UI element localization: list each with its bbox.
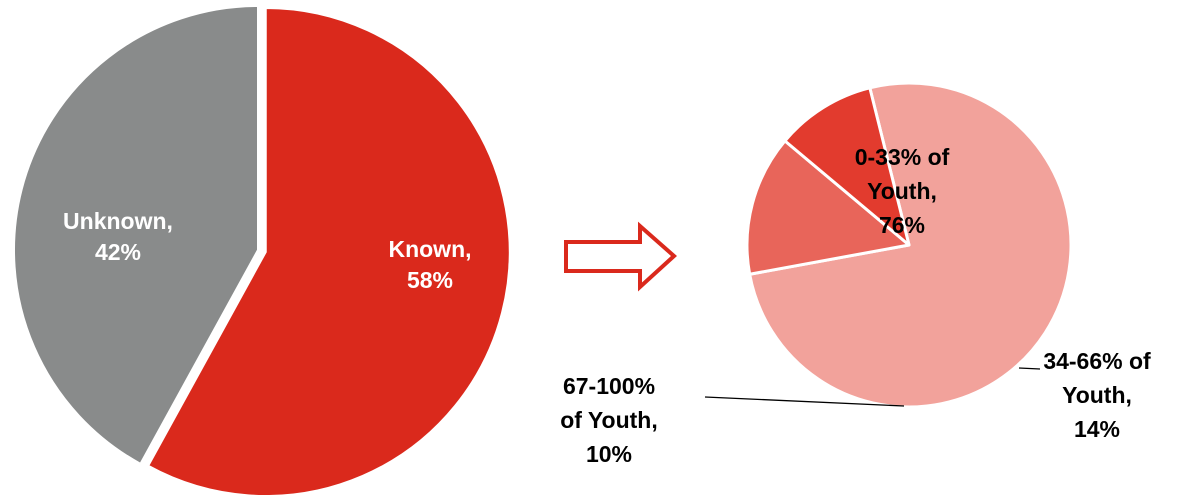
- data-label-67-100pct-of-youth-line: 10%: [586, 441, 632, 467]
- leader-line-34-66pct-of-youth: [1018, 367, 1041, 370]
- data-label-34-66pct-of-youth-line: 14%: [1074, 416, 1120, 442]
- right-arrow-outline-icon: [564, 221, 677, 292]
- right-arrow-outline-shape: [564, 221, 677, 292]
- data-label-0-33pct-of-youth-line: 76%: [879, 212, 925, 238]
- data-label-known: Known, 58%: [388, 236, 471, 293]
- data-label-67-100pct-of-youth-line: of Youth,: [560, 407, 658, 433]
- known-unknown-pie: Known, 58% Unknown, 42%: [13, 4, 511, 497]
- youth-share-breakdown-pie: 0-33% of Youth, 76% 34-66% of Youth, 14% 67-10…: [560, 81, 1151, 467]
- leader-line-67-100pct-of-youth: [704, 396, 905, 407]
- data-label-known-line: 58%: [407, 267, 453, 293]
- data-label-34-66pct-of-youth: 34-66% of Youth, 14%: [1043, 348, 1151, 442]
- data-label-unknown-line: Unknown,: [63, 208, 173, 234]
- slice-67-100pct-of-youth: [783, 86, 911, 247]
- data-label-0-33pct-of-youth: 0-33% of Youth, 76%: [855, 144, 950, 238]
- data-label-34-66pct-of-youth-line: Youth,: [1062, 382, 1132, 408]
- data-label-0-33pct-of-youth-line: Youth,: [867, 178, 937, 204]
- data-label-unknown-line: 42%: [95, 239, 141, 265]
- data-label-34-66pct-of-youth-line: 34-66% of: [1043, 348, 1151, 374]
- slice-34-66pct-of-youth: [745, 139, 911, 276]
- data-label-unknown: Unknown, 42%: [63, 208, 173, 265]
- data-label-known-line: Known,: [388, 236, 471, 262]
- data-label-67-100pct-of-youth-line: 67-100%: [563, 373, 655, 399]
- slice-unknown: [13, 4, 259, 466]
- data-label-0-33pct-of-youth-line: 0-33% of: [855, 144, 950, 170]
- data-label-67-100pct-of-youth: 67-100% of Youth, 10%: [560, 373, 658, 467]
